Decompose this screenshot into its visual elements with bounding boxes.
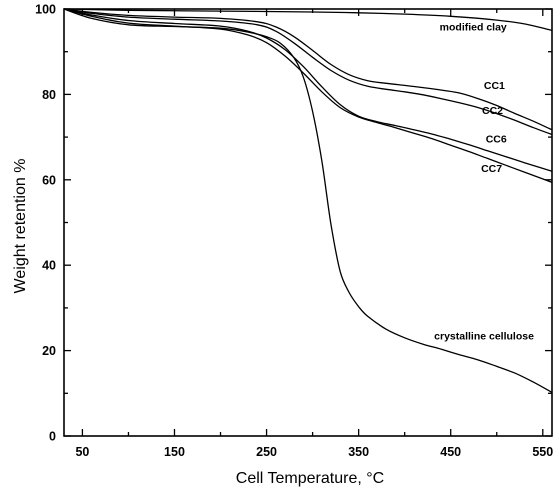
axis-ticks <box>64 8 552 437</box>
series-line-modified-clay <box>63 8 553 32</box>
series-label-cc7: CC7 <box>481 163 502 175</box>
plot-frame <box>63 8 553 437</box>
x-tick-label: 50 <box>75 445 89 459</box>
x-tick-label: 550 <box>532 445 553 459</box>
y-tick-label: 40 <box>42 259 56 273</box>
tick-labels: 50 150 250 350 450 550 0 20 40 60 80 100 <box>35 3 553 460</box>
series-line-cc6 <box>63 8 553 172</box>
series-lines <box>63 8 553 393</box>
y-tick-label: 80 <box>42 88 56 102</box>
x-axis-label: Cell Temperature, °C <box>236 470 384 487</box>
series-line-cc2 <box>63 8 553 136</box>
y-tick-label: 0 <box>49 430 56 444</box>
y-tick-label: 60 <box>42 173 56 187</box>
series-line-cc1 <box>63 8 553 131</box>
series-label-crystalline-cellulose: crystalline cellulose <box>434 330 534 342</box>
y-axis-label: Weight retention % <box>12 159 29 294</box>
series-line-cc7 <box>63 8 553 184</box>
x-tick-label: 250 <box>256 445 277 459</box>
series-label-cc6: CC6 <box>486 134 507 146</box>
x-tick-label: 450 <box>440 445 461 459</box>
series-label-modified-clay: modified clay <box>440 21 507 33</box>
series-label-cc2: CC2 <box>482 105 503 117</box>
y-tick-label: 20 <box>42 344 56 358</box>
series-label-cc1: CC1 <box>484 80 505 92</box>
x-tick-label: 150 <box>164 445 185 459</box>
y-tick-label: 100 <box>35 3 56 17</box>
x-tick-label: 350 <box>348 445 369 459</box>
series-line-crystalline-cellulose <box>63 8 553 393</box>
series-labels: modified clay CC1 CC2 CC6 CC7 crystalline cel… <box>434 21 534 342</box>
